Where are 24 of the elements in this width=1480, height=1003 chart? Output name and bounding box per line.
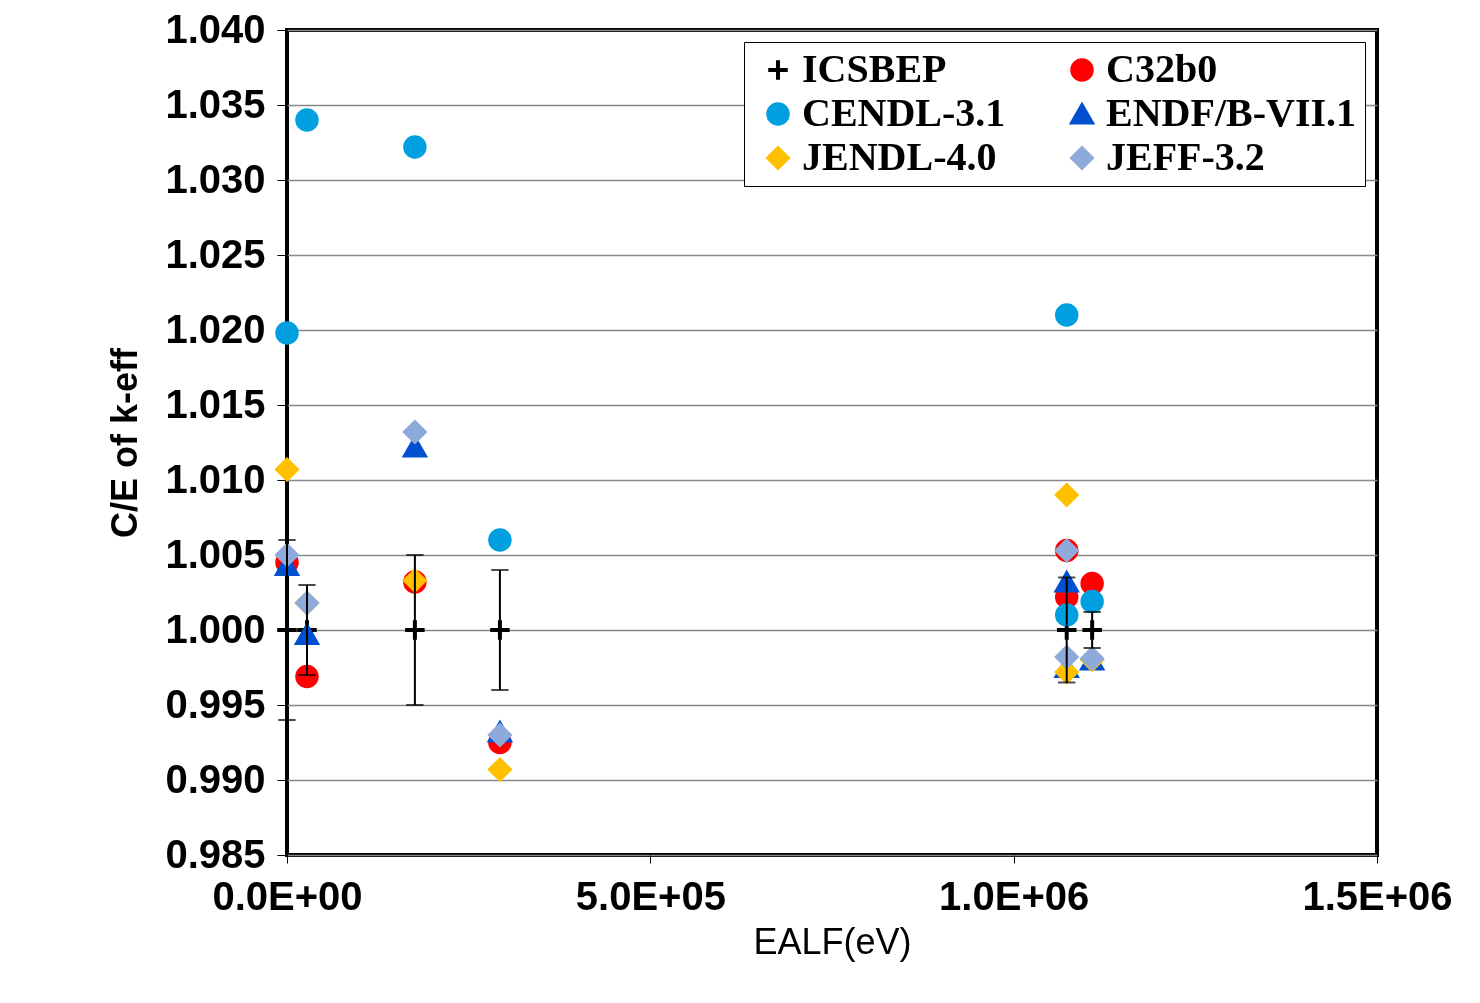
- y-tick-label: 0.985: [165, 831, 266, 876]
- y-tick-label: 0.990: [165, 756, 266, 801]
- y-tick-label: 1.005: [165, 531, 266, 576]
- y-tick-label: 1.040: [165, 6, 266, 51]
- legend-label: JEFF-3.2: [1106, 134, 1265, 179]
- x-tick-label: 5.0E+05: [575, 873, 726, 918]
- legend-label: ENDF/B-VII.1: [1106, 90, 1357, 135]
- y-axis-title: C/E of k-eff: [104, 346, 146, 539]
- legend-label: C32b0: [1106, 46, 1218, 91]
- y-tick-label: 1.015: [165, 381, 266, 426]
- y-tick-label: 0.995: [165, 681, 266, 726]
- y-tick-label: 1.020: [165, 306, 266, 351]
- legend-label: JENDL-4.0: [802, 134, 997, 179]
- x-tick-label: 0.0E+00: [212, 873, 363, 918]
- y-tick-label: 1.025: [165, 231, 266, 276]
- x-tick-label: 1.0E+06: [939, 873, 1090, 918]
- x-axis-title: EALF(eV): [753, 920, 912, 962]
- legend-label: ICSBEP: [802, 46, 947, 91]
- y-tick-label: 1.010: [165, 456, 266, 501]
- y-tick-label: 1.000: [165, 606, 266, 651]
- legend-label: CENDL-3.1: [802, 90, 1006, 135]
- x-tick-label: 1.5E+06: [1302, 873, 1453, 918]
- y-tick-label: 1.035: [165, 81, 266, 126]
- y-tick-label: 1.030: [165, 156, 266, 201]
